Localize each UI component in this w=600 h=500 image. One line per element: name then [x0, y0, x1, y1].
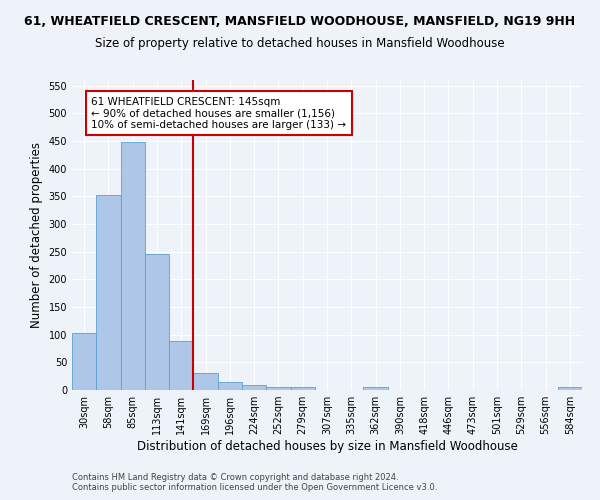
- Bar: [364, 387, 388, 390]
- X-axis label: Distribution of detached houses by size in Mansfield Woodhouse: Distribution of detached houses by size …: [137, 440, 517, 453]
- Bar: [290, 387, 315, 390]
- Text: 61, WHEATFIELD CRESCENT, MANSFIELD WOODHOUSE, MANSFIELD, NG19 9HH: 61, WHEATFIELD CRESCENT, MANSFIELD WOODH…: [25, 15, 575, 28]
- Bar: [193, 374, 218, 390]
- Bar: [242, 385, 266, 390]
- Text: 61 WHEATFIELD CRESCENT: 145sqm
← 90% of detached houses are smaller (1,156)
10% : 61 WHEATFIELD CRESCENT: 145sqm ← 90% of …: [91, 96, 346, 130]
- Bar: [96, 194, 121, 390]
- Bar: [169, 342, 193, 390]
- Bar: [218, 382, 242, 390]
- Bar: [72, 333, 96, 390]
- Text: Contains public sector information licensed under the Open Government Licence v3: Contains public sector information licen…: [72, 484, 437, 492]
- Y-axis label: Number of detached properties: Number of detached properties: [30, 142, 43, 328]
- Bar: [121, 142, 145, 390]
- Bar: [266, 387, 290, 390]
- Bar: [558, 387, 582, 390]
- Bar: [145, 254, 169, 390]
- Text: Contains HM Land Registry data © Crown copyright and database right 2024.: Contains HM Land Registry data © Crown c…: [72, 474, 398, 482]
- Text: Size of property relative to detached houses in Mansfield Woodhouse: Size of property relative to detached ho…: [95, 38, 505, 51]
